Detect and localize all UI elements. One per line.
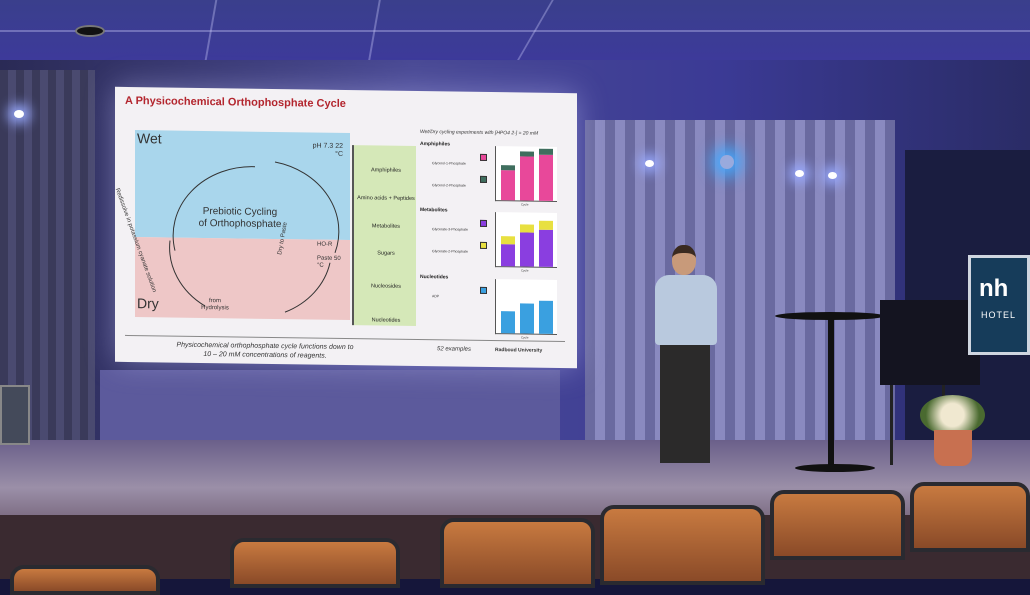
bar (539, 300, 553, 334)
bar (520, 156, 534, 201)
product-label: Nucleotides (371, 317, 401, 324)
projected-slide: A Physicochemical Orthophosphate Cycle W… (115, 86, 577, 369)
x-axis-label: Cycle (521, 268, 529, 273)
audience-seat (910, 482, 1030, 552)
charts-panel: Wet/Dry cycling experiments with [HPO4 2… (420, 129, 575, 341)
bar (501, 235, 515, 245)
cycle-arrow (169, 240, 206, 307)
speaker-legs (660, 343, 710, 463)
speaker-head (672, 245, 696, 275)
slide-title: A Physicochemical Orthophosphate Cycle (125, 94, 346, 110)
stage-light (645, 160, 654, 167)
legend-swatch (480, 219, 487, 227)
audience-seat (600, 505, 765, 585)
curtain-right (585, 120, 895, 450)
bar (520, 224, 534, 233)
slide-footer: Physicochemical orthophosphate cycle fun… (150, 340, 380, 361)
compound-label: Glycerate-3-Phosphate (432, 227, 468, 232)
hotel-logo: nh (979, 275, 1009, 302)
chart-title: Amphiphiles (420, 141, 451, 148)
bar-chart: Cycle (495, 146, 557, 207)
compound-label: Glycerol-2-Phosphate (432, 183, 466, 188)
product-label: Metabolites (371, 223, 401, 230)
flower-pot (934, 430, 972, 466)
audience-seat (440, 518, 595, 588)
cycle-arrow (274, 161, 340, 254)
bar (501, 169, 515, 201)
charts-heading: Wet/Dry cycling experiments with [HPO4 2… (420, 129, 539, 137)
legend-swatch (480, 175, 487, 183)
bar (501, 311, 515, 334)
bar (539, 149, 553, 155)
speaker (655, 275, 717, 345)
bar-chart: Cycle (495, 279, 557, 340)
bar (520, 150, 534, 157)
chart-title: Metabolites (420, 207, 448, 214)
chair-on-stage (0, 385, 30, 445)
stage-light (795, 170, 804, 177)
bar (539, 229, 553, 267)
compound-label: ADP (432, 294, 440, 299)
ceiling-light (75, 25, 105, 37)
cycle-arrow (284, 262, 331, 313)
stage-light (720, 155, 734, 169)
bar (520, 303, 534, 334)
audience-seat (230, 538, 400, 588)
ceiling-grid (0, 30, 1030, 32)
products-panel: Amphiphiles Amino acids + Peptides Metab… (352, 145, 416, 326)
bar-chart: Cycle (495, 212, 557, 273)
flower-arrangement (920, 395, 985, 435)
product-label: Amphiphiles (371, 167, 401, 174)
legend-swatch (480, 286, 487, 294)
bar (501, 165, 515, 171)
audience-seat (770, 490, 905, 560)
high-table (775, 312, 885, 320)
legend-swatch (480, 241, 487, 249)
product-label: Sugars (377, 250, 395, 257)
stage-light (828, 172, 837, 179)
stage-light (14, 110, 24, 118)
x-axis-label: Cycle (521, 202, 529, 207)
hotel-sign-text: HOTEL (981, 310, 1017, 320)
chart-title: Nucleotides (420, 274, 449, 281)
university-logo: Radboud University (495, 347, 543, 354)
legend-swatch (480, 153, 487, 161)
compound-label: Glycerate-2-Phosphate (432, 249, 468, 254)
bar (539, 154, 553, 201)
table-base (795, 464, 875, 472)
bar (539, 221, 553, 230)
cycle-arrows (169, 161, 340, 313)
x-axis-label: Cycle (521, 335, 529, 340)
audience-seat (10, 565, 160, 595)
compound-label: Glycerol-1-Phosphate (432, 161, 466, 166)
product-label: Amino acids + Peptides (357, 195, 415, 202)
table-leg (828, 318, 834, 468)
product-label: Nucleosides (371, 283, 401, 290)
bar (520, 232, 534, 267)
bar (501, 244, 515, 267)
cycle-arrow (172, 166, 256, 251)
hotel-sign: nh HOTEL (968, 255, 1030, 355)
podium (880, 300, 980, 385)
examples-count: 52 examples (437, 346, 472, 353)
